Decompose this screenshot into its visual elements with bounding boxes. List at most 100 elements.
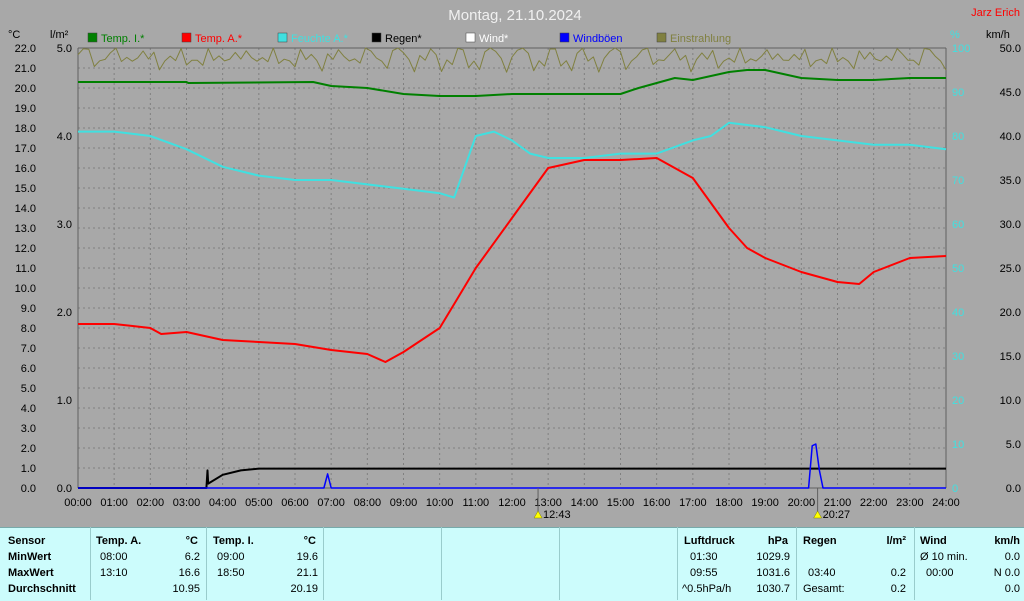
time-tick-label: 18:00 xyxy=(715,497,743,509)
series-line-feuchte-a xyxy=(78,121,947,199)
time-tick-label: 08:00 xyxy=(354,497,382,509)
wind-tick-label: 50.0 xyxy=(1000,43,1021,55)
time-tick-label: 03:00 xyxy=(173,497,201,509)
grid xyxy=(77,47,947,489)
legend-swatch xyxy=(559,32,570,43)
sun-marker-label: 12:43 xyxy=(543,509,571,521)
humidity-tick-label: 70 xyxy=(952,175,964,187)
time-tick-label: 24:00 xyxy=(932,497,960,509)
temp-tick-label: 12.0 xyxy=(15,243,36,255)
temp-a-avg-value: 10.95 xyxy=(172,583,200,595)
wind-tick-label: 20.0 xyxy=(1000,307,1021,319)
chart-title: Montag, 21.10.2024 xyxy=(448,7,581,24)
temp-tick-label: 14.0 xyxy=(15,203,36,215)
rain-tick-label: 1.0 xyxy=(57,395,72,407)
temp-tick-label: 3.0 xyxy=(21,423,36,435)
temp-tick-label: 17.0 xyxy=(15,143,36,155)
row-label-max: MaxWert xyxy=(8,567,54,579)
wind-avg-value: 0.0 xyxy=(1004,551,1020,563)
row-label-avg: Durchschnitt xyxy=(8,583,76,595)
sun-markers: 12:43 20:27 xyxy=(533,488,850,521)
legend-label: Feuchte A.* xyxy=(291,33,349,45)
sensor-header: Sensor xyxy=(8,535,46,547)
pressure-avg-value: 1030.7 xyxy=(756,583,790,595)
wind-tick-label: 45.0 xyxy=(1000,87,1021,99)
time-tick-label: 19:00 xyxy=(751,497,779,509)
divider xyxy=(796,527,797,600)
temp-a-min-value: 6.2 xyxy=(184,551,200,563)
humidity-tick-label: 0 xyxy=(952,483,958,495)
temp-tick-label: 6.0 xyxy=(21,363,36,375)
series-line-einstrahlung xyxy=(77,47,947,73)
temp-tick-label: 2.0 xyxy=(21,443,36,455)
divider xyxy=(677,527,678,600)
humidity-tick-label: 100 xyxy=(952,43,970,55)
rain-unit: l/m² xyxy=(886,535,906,547)
wind-unit: km/h xyxy=(994,535,1020,547)
temp-i-max-value: 21.1 xyxy=(296,567,318,579)
temp-tick-label: 18.0 xyxy=(15,123,36,135)
time-tick-label: 23:00 xyxy=(896,497,924,509)
wind-tick-label: 40.0 xyxy=(1000,131,1021,143)
time-tick-label: 01:00 xyxy=(100,497,128,509)
time-tick-label: 17:00 xyxy=(679,497,707,509)
series-line-windb-en xyxy=(78,443,946,489)
time-tick-label: 07:00 xyxy=(317,497,345,509)
temp-a-unit: °C xyxy=(185,535,198,547)
pressure-unit: hPa xyxy=(767,535,788,547)
legend-swatch xyxy=(277,32,288,43)
time-tick-label: 11:00 xyxy=(462,497,489,509)
temp-tick-label: 10.0 xyxy=(15,283,36,295)
time-tick-label: 20:00 xyxy=(788,497,816,509)
pressure-max-time: 09:55 xyxy=(690,567,718,579)
humidity-tick-label: 60 xyxy=(952,219,964,231)
temp-a-max-time: 13:10 xyxy=(100,567,128,579)
weather-chart: 0.0 1.0 2.0 3.0 4.0 5.0 6.0 7.0 8.0 9.0 10.0 11.0 12… xyxy=(8,7,1021,521)
time-tick-label: 13:00 xyxy=(534,497,562,509)
tick-labels: 0.0 1.0 2.0 3.0 4.0 5.0 6.0 7.0 8.0 9.0 10.0 11.0 12… xyxy=(15,43,1021,509)
series-lines xyxy=(77,47,947,489)
temp-tick-label: 0.0 xyxy=(21,483,36,495)
legend-label: Einstrahlung xyxy=(670,33,731,45)
pressure-min-time: 01:30 xyxy=(690,551,718,563)
legend-label: Temp. A.* xyxy=(195,33,243,45)
time-tick-label: 09:00 xyxy=(390,497,418,509)
temp-tick-label: 5.0 xyxy=(21,383,36,395)
row-label-min: MinWert xyxy=(8,551,52,563)
temp-tick-label: 8.0 xyxy=(21,323,36,335)
humidity-tick-label: 10 xyxy=(952,439,964,451)
legend-label: Windböen xyxy=(573,33,623,45)
brand-label: Jarz Erich xyxy=(971,7,1020,19)
divider xyxy=(206,527,207,600)
time-tick-label: 02:00 xyxy=(137,497,165,509)
temp-tick-label: 16.0 xyxy=(15,163,36,175)
wind-tick-label: 0.0 xyxy=(1006,483,1021,495)
humidity-tick-label: 30 xyxy=(952,351,964,363)
rain-tick-label: 5.0 xyxy=(57,43,72,55)
pressure-header: Luftdruck xyxy=(684,535,735,547)
rain-max-time: 03:40 xyxy=(808,567,836,579)
time-tick-label: 06:00 xyxy=(281,497,309,509)
rain-tick-label: 4.0 xyxy=(57,131,72,143)
temp-tick-label: 22.0 xyxy=(15,43,36,55)
temp-tick-label: 11.0 xyxy=(15,263,36,275)
time-tick-label: 10:00 xyxy=(426,497,454,509)
temp-tick-label: 7.0 xyxy=(21,343,36,355)
temp-a-min-time: 08:00 xyxy=(100,551,128,563)
pressure-min-value: 1029.9 xyxy=(756,551,790,563)
humidity-tick-label: 90 xyxy=(952,87,964,99)
wind-tick-label: 5.0 xyxy=(1006,439,1021,451)
divider xyxy=(914,527,915,600)
legend-swatch xyxy=(656,32,667,43)
humidity-tick-label: 50 xyxy=(952,263,964,275)
sun-icon xyxy=(813,510,823,519)
divider xyxy=(441,527,442,600)
wind-last-value: 0.0 xyxy=(1004,583,1020,595)
legend-swatch xyxy=(87,32,98,43)
temp-tick-label: 4.0 xyxy=(21,403,36,415)
time-tick-label: 22:00 xyxy=(860,497,888,509)
legend-swatch xyxy=(465,32,476,43)
wind-header: Wind xyxy=(920,535,947,547)
time-tick-label: 16:00 xyxy=(643,497,671,509)
temp-a-header: Temp. A. xyxy=(96,535,142,547)
